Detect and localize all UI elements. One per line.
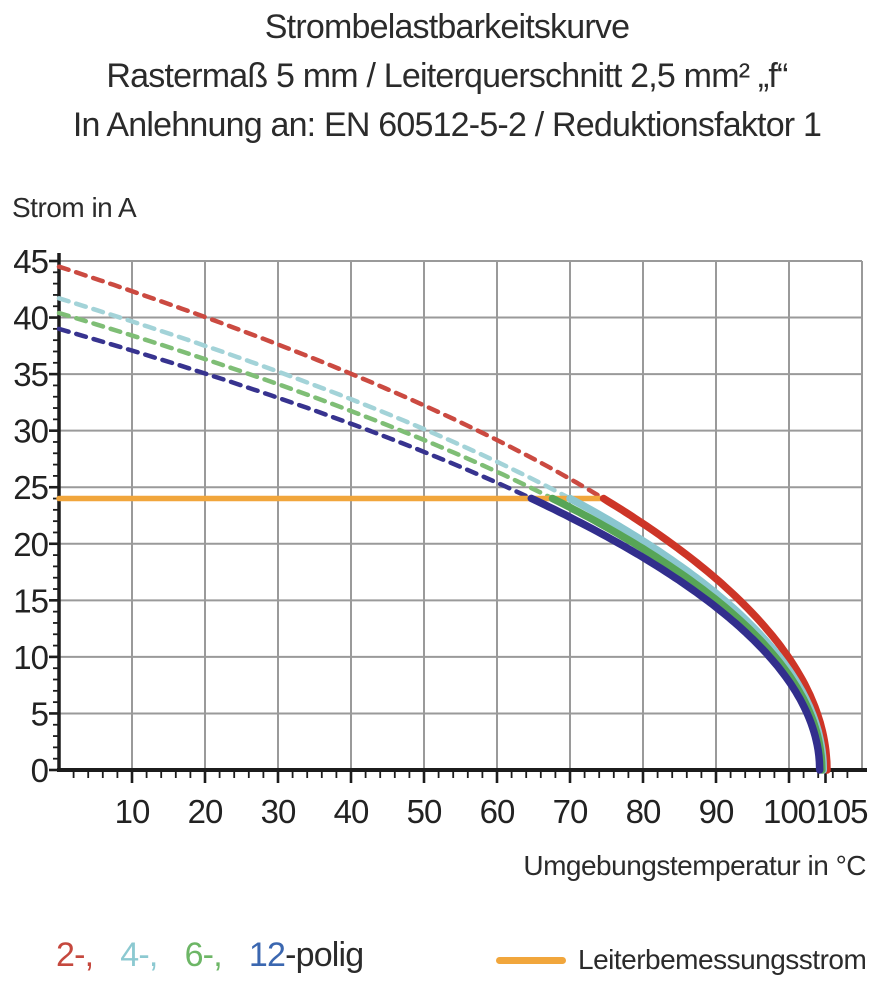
legend-item-12polig-number: 12	[248, 936, 286, 974]
x-tick-label: 20	[188, 793, 223, 830]
chart-title-block: Strombelastbarkeitskurve Rastermaß 5 mm …	[0, 3, 894, 150]
x-tick-label: 10	[115, 793, 150, 830]
curve-solid-2-polig	[599, 494, 831, 774]
x-axis-title: Umgebungstemperatur in °C	[523, 850, 866, 881]
legend-item-2polig: 2-,	[56, 936, 94, 974]
x-tick-label: 40	[334, 793, 369, 830]
curve-dashed-2-polig	[56, 264, 606, 501]
y-tick-label: 35	[13, 356, 48, 393]
x-tick-label: 70	[553, 793, 588, 830]
y-axis-title: Strom in A	[12, 192, 137, 223]
y-tick-label: 15	[13, 582, 48, 619]
legend-poles: 2-, 4-, 6-, 12 -polig	[56, 936, 364, 975]
x-tick-label: 90	[699, 793, 734, 830]
curve-dashed-4-polig	[56, 296, 573, 501]
x-tick-label: 100	[763, 793, 816, 830]
legend-item-12polig: 12 -polig	[249, 936, 364, 975]
rated-current-label: Leiterbemessungsstrom	[578, 944, 867, 975]
legend-rated: Leiterbemessungsstrom	[496, 942, 867, 978]
curve-solid-6-polig	[548, 494, 826, 774]
y-tick-label: 45	[13, 243, 48, 280]
chart-title-line2: Rastermaß 5 mm / Leiterquerschnitt 2,5 m…	[106, 57, 788, 95]
y-tick-label: 25	[13, 469, 48, 506]
y-tick-label: 20	[13, 526, 48, 563]
curve-solid-12-polig	[527, 494, 824, 774]
legend-polig-suffix: -polig	[285, 936, 364, 974]
x-tick-label: 30	[261, 793, 296, 830]
y-tick-label: 40	[13, 300, 48, 337]
y-tick-label: 10	[13, 639, 48, 676]
chart-title-line1: Strombelastbarkeitskurve	[264, 8, 630, 46]
rated-current-line-swatch	[496, 956, 566, 964]
x-tick-label: 50	[407, 793, 442, 830]
x-tick-label: 60	[480, 793, 515, 830]
x-tick-label: 105	[815, 793, 867, 830]
curve-dashed-6-polig	[56, 310, 555, 501]
x-tick-label: 80	[626, 793, 661, 830]
y-tick-label: 0	[31, 752, 49, 789]
chart-title-line3: In Anlehnung an: EN 60512-5-2 / Reduktio…	[72, 106, 822, 144]
y-tick-label: 5	[31, 695, 48, 732]
curve-dashed-12-polig	[56, 326, 534, 501]
legend-item-6polig: 6-,	[184, 936, 223, 974]
legend-item-4polig: 4-,	[120, 936, 158, 974]
y-tick-label: 30	[13, 413, 48, 450]
